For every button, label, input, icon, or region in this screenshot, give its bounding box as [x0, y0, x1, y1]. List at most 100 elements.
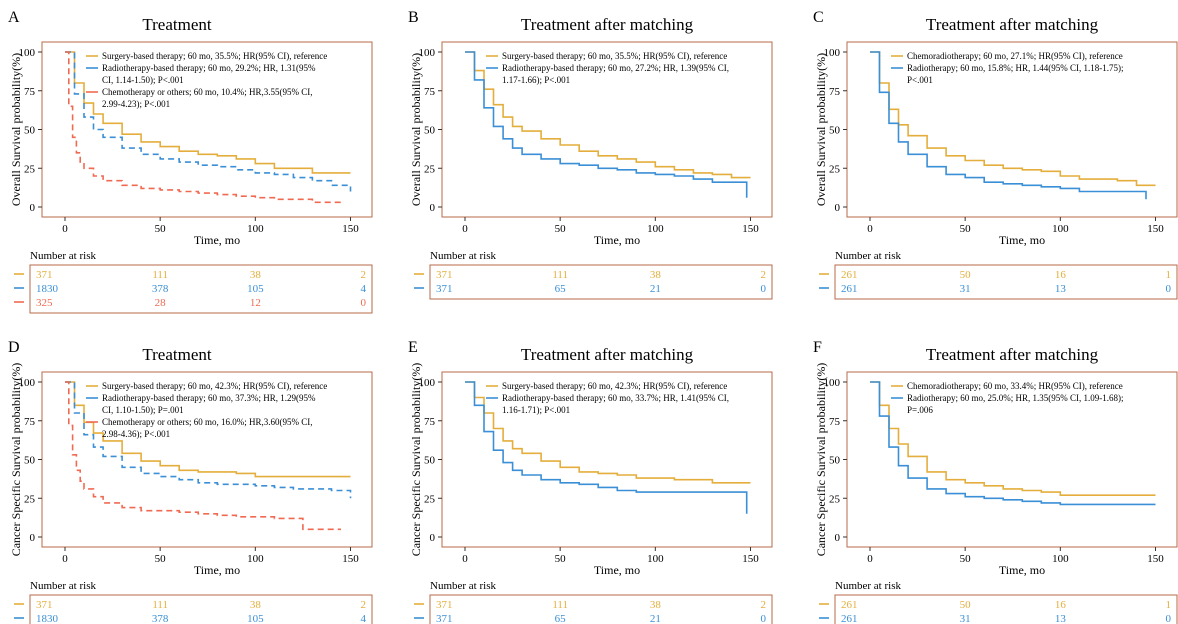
risk-value: 38	[650, 269, 662, 281]
x-axis-label: Time, mo	[594, 233, 640, 247]
x-tick-label: 0	[867, 223, 873, 235]
y-tick-label: 0	[835, 202, 841, 214]
km-panel-a: A Treatment 0 25 50 75 100 0 50 100 150 Time, mo Ove…	[8, 9, 373, 314]
y-tick-label: 100	[824, 377, 841, 389]
panel-letter: B	[408, 9, 419, 26]
risk-value: 1830	[36, 283, 59, 295]
risk-value: 65	[555, 283, 567, 295]
risk-value: 4	[361, 283, 367, 295]
x-tick-label: 150	[742, 553, 759, 565]
y-axis-label: Overall Survival probability(%)	[814, 53, 828, 206]
legend-entry: 2.99-4.23); P<.001	[102, 99, 170, 109]
risk-value: 261	[841, 599, 858, 611]
x-tick-label: 50	[960, 223, 972, 235]
km-panel-e: E Treatment after matching 0 25 50 75 100 0 50 10…	[408, 339, 773, 624]
risk-value: 1	[1166, 599, 1172, 611]
risk-value: 38	[650, 599, 662, 611]
risk-table-title: Number at risk	[835, 250, 901, 262]
risk-value: 50	[960, 599, 972, 611]
risk-value: 2	[361, 269, 367, 281]
risk-value: 38	[250, 269, 262, 281]
series-line-1	[465, 381, 751, 484]
x-tick-label: 150	[342, 223, 359, 235]
risk-table-title: Number at risk	[30, 250, 96, 262]
chart-title: Treatment after matching	[926, 15, 1099, 34]
x-tick-label: 0	[62, 223, 68, 235]
y-tick-label: 100	[19, 377, 36, 389]
panel-letter: C	[813, 9, 824, 26]
risk-value: 2	[361, 599, 367, 611]
x-tick-label: 100	[1052, 553, 1069, 565]
risk-table-frame	[29, 264, 373, 314]
risk-value: 21	[650, 613, 661, 624]
legend-entry: 1.17-1.66); P<.001	[502, 75, 570, 85]
risk-table-frame	[29, 594, 373, 624]
risk-value: 50	[960, 269, 972, 281]
risk-value: 31	[960, 613, 971, 624]
chart-title: Treatment after matching	[926, 345, 1099, 364]
y-tick-label: 75	[24, 86, 36, 98]
y-tick-label: 0	[30, 202, 36, 214]
risk-value: 371	[36, 599, 53, 611]
risk-value: 378	[152, 283, 169, 295]
series-line-1	[870, 51, 1156, 187]
risk-value: 28	[155, 297, 167, 309]
y-axis-label: Cancer Specific Survival probability(%)	[9, 363, 23, 557]
legend-entry: 1.16-1.71); P<.001	[502, 405, 570, 415]
risk-value: 0	[361, 297, 367, 309]
risk-value: 105	[247, 283, 264, 295]
y-tick-label: 25	[829, 163, 841, 175]
risk-value: 371	[436, 283, 453, 295]
risk-value: 371	[436, 599, 453, 611]
y-tick-label: 0	[30, 532, 36, 544]
y-axis-label: Cancer Specific Survival probability(%)	[409, 363, 423, 557]
risk-value: 2	[761, 269, 767, 281]
risk-value: 1	[1166, 269, 1172, 281]
series-line-2	[465, 51, 748, 198]
risk-value: 0	[761, 613, 767, 624]
legend-entry: Chemotherapy or others; 60 mo, 16.0%; HR…	[102, 417, 312, 427]
risk-table-frame	[429, 594, 773, 624]
km-panel-c: C Treatment after matching 0 25 50 75 100 0 50 1 0…	[813, 9, 1178, 300]
y-tick-label: 50	[424, 125, 436, 137]
y-axis-label: Overall Survival probability(%)	[409, 53, 423, 206]
risk-table-title: Number at risk	[30, 580, 96, 592]
x-tick-label: 100	[1052, 223, 1069, 235]
y-tick-label: 75	[424, 86, 436, 98]
legend-entry: CI, 1.10-1.50); P=.001	[102, 405, 184, 415]
legend-entry: Chemoradiotherapy; 60 mo, 33.4%; HR(95% …	[907, 381, 1123, 391]
x-tick-label: 0	[462, 553, 468, 565]
y-tick-label: 25	[424, 163, 436, 175]
series-line-1	[65, 51, 351, 174]
x-axis-label: Time, mo	[999, 233, 1045, 247]
y-tick-label: 50	[24, 125, 36, 137]
legend-entry: P=.006	[907, 405, 933, 415]
risk-value: 0	[1166, 283, 1172, 295]
chart-title: Treatment	[142, 345, 212, 364]
y-tick-label: 75	[24, 416, 36, 428]
risk-value: 261	[841, 283, 858, 295]
x-tick-label: 150	[1147, 223, 1164, 235]
panel-letter: A	[8, 9, 20, 26]
km-panel-b: B Treatment after matching 0 25 50 75 100 0 50 10…	[408, 9, 773, 300]
y-tick-label: 0	[430, 202, 436, 214]
x-axis-label: Time, mo	[194, 563, 240, 577]
y-tick-label: 75	[829, 86, 841, 98]
y-tick-label: 25	[829, 493, 841, 505]
x-tick-label: 50	[960, 553, 972, 565]
risk-value: 0	[761, 283, 767, 295]
y-tick-label: 50	[24, 455, 36, 467]
risk-value: 4	[361, 613, 367, 624]
x-tick-label: 100	[647, 223, 664, 235]
y-tick-label: 100	[19, 47, 36, 59]
legend-entry: Chemotherapy or others; 60 mo, 10.4%; HR…	[102, 87, 312, 97]
risk-value: 261	[841, 269, 858, 281]
series-line-1	[870, 381, 1156, 496]
risk-value: 21	[650, 283, 661, 295]
y-tick-label: 50	[829, 125, 841, 137]
y-tick-label: 0	[430, 532, 436, 544]
risk-value: 325	[36, 297, 53, 309]
x-tick-label: 100	[247, 223, 264, 235]
x-tick-label: 150	[742, 223, 759, 235]
